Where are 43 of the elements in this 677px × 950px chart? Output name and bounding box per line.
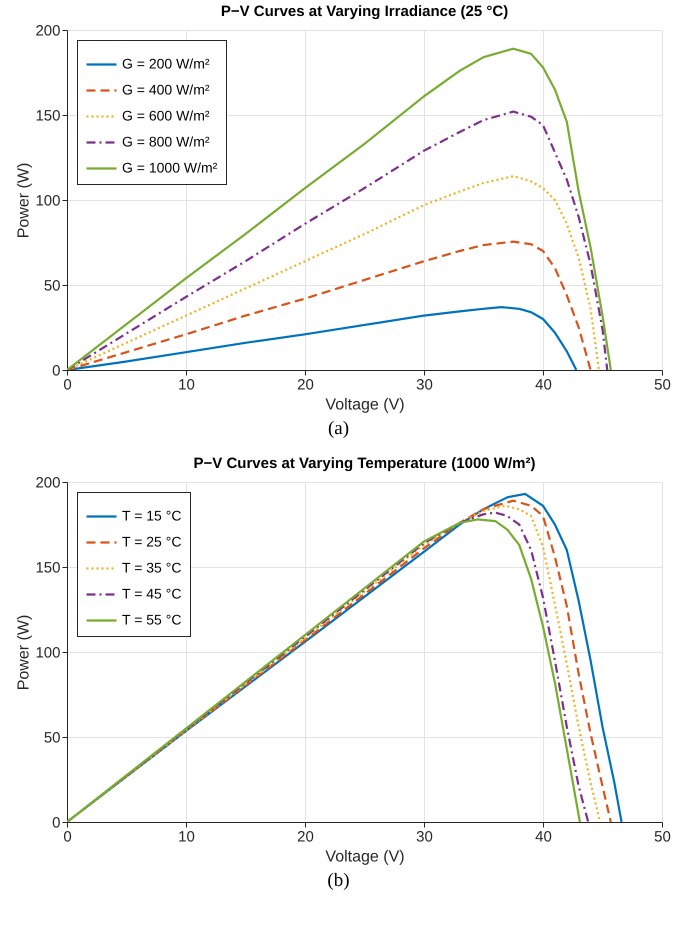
legend-label: G = 800 W/m² [122,134,210,150]
text: (a) [326,418,350,440]
y-axis-title: Power (W) [15,162,32,238]
y-tick-label: 200 [35,22,60,40]
legend-label: G = 400 W/m² [122,82,210,98]
line-series [67,110,608,370]
legend-label: G = 600 W/m² [122,108,210,124]
y-axis-title: Power (W) [15,614,32,690]
y-tick-label: 50 [44,730,60,746]
chart-title: P−V Curves at Varying Irradiance (25 °C) [220,3,508,20]
legend-label: G = 200 W/m² [122,56,210,72]
legend-label: T = 45 °C [122,586,182,602]
y-tick-label: 200 [35,474,60,492]
legend-label: T = 15 °C [122,508,182,524]
y-tick-label: 150 [35,108,60,124]
x-tick-label: 20 [297,828,314,846]
x-tick-label: 30 [416,376,433,394]
x-tick-label: 40 [535,376,552,394]
y-tick-label: 0 [52,814,60,832]
y-tick-label: 50 [44,278,60,294]
x-tick-label: 50 [654,376,671,394]
y-tick-label: 150 [35,560,60,576]
x-tick-label: 0 [63,828,72,846]
x-tick-label: 30 [416,828,433,846]
x-axis-title: Voltage (V) [325,848,405,866]
x-tick-label: 0 [63,376,72,394]
line-series [67,48,612,370]
x-axis-title: Voltage (V) [325,396,405,414]
legend-label: T = 25 °C [122,534,182,550]
legend-label: G = 1000 W/m² [122,160,218,176]
x-tick-label: 20 [297,376,314,394]
y-tick-label: 100 [35,644,60,662]
line-series [67,240,592,370]
x-tick-label: 10 [178,828,195,846]
text: (b) [326,870,351,892]
legend-label: T = 55 °C [122,612,182,628]
x-tick-label: 10 [178,376,195,394]
x-tick-label: 50 [654,828,671,846]
y-tick-label: 0 [52,362,60,380]
legend-label: T = 35 °C [122,560,182,576]
x-tick-label: 40 [535,828,552,846]
y-tick-label: 100 [35,192,60,210]
chart-title: P−V Curves at Varying Temperature (1000 W/m²) [194,455,536,472]
